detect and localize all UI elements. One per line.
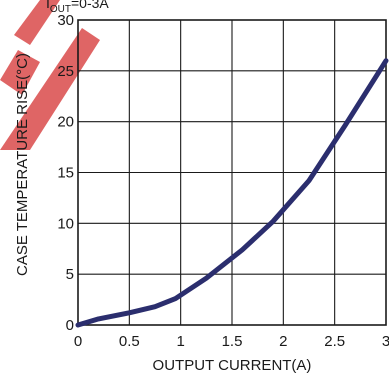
y-tick-label: 5 [66,266,74,283]
x-tick-label: 0 [74,333,82,350]
y-tick-label: 25 [57,63,74,80]
y-tick-label: 0 [66,317,74,334]
y-tick-labels: 0 5 10 15 20 25 30 [57,12,74,334]
y-tick-label: 20 [57,114,74,131]
watermark-stroke [0,28,100,150]
plot-frame [77,19,387,326]
watermark-stroke [14,0,60,45]
x-tick-label: 1.5 [222,333,243,350]
y-axis-label: CASE TEMPERATURE RISE(°C) [14,53,31,276]
series-line [75,58,389,328]
x-tick-labels: 0 0.5 1 1.5 2 2.5 3 [74,333,389,350]
iout-annotation: IOUT=0-3A [46,0,109,15]
annotation-prefix: I [46,0,50,11]
annotation-subscript: OUT [50,4,71,15]
y-tick-label: 15 [57,165,74,182]
x-axis-label: OUTPUT CURRENT(A) [153,357,312,374]
y-tick-label: 10 [57,215,74,232]
x-tick-label: 1 [176,333,184,350]
watermark-stroke [0,50,40,95]
y-tick-label: 30 [57,12,74,29]
annotation-suffix: =0-3A [71,0,109,11]
watermark-marks [0,0,100,150]
x-tick-label: 0.5 [119,333,140,350]
grid-lines [78,20,386,325]
x-tick-label: 2.5 [324,333,345,350]
x-tick-label: 2 [279,333,287,350]
x-tick-label: 3 [382,333,389,350]
